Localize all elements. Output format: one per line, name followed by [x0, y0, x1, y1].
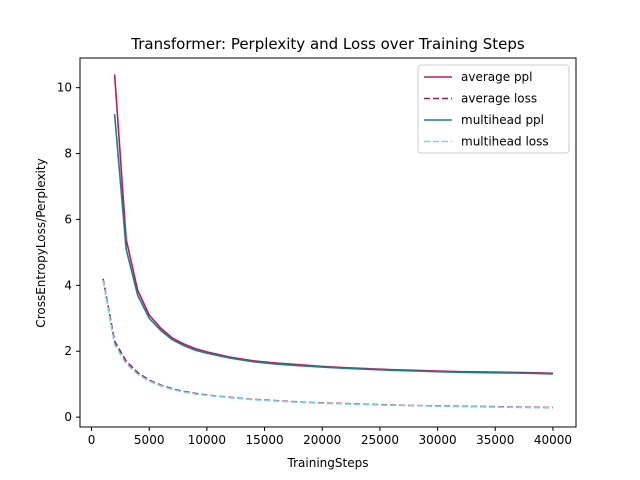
- y-tick-label-4: 8: [64, 147, 72, 161]
- series-line-3: [102, 280, 553, 409]
- plot-frame: [79, 57, 577, 428]
- chart-title: Transformer: Perplexity and Loss over Tr…: [130, 35, 525, 53]
- legend-label-0: average ppl: [461, 70, 533, 84]
- x-tick-label-2: 10000: [188, 433, 226, 447]
- y-tick-label-5: 10: [57, 81, 72, 95]
- x-tick-label-5: 25000: [361, 433, 399, 447]
- x-tick-label-1: 5000: [134, 433, 165, 447]
- legend-box: [417, 64, 570, 154]
- plot-area: 0 5000 10000 15000 20000 25000 30000 35000 40000…: [57, 57, 577, 447]
- x-tick-label-4: 20000: [303, 433, 341, 447]
- legend-label-2: multihead ppl: [461, 113, 544, 127]
- x-tick-label-6: 30000: [418, 433, 456, 447]
- x-tick-label-8: 40000: [534, 433, 572, 447]
- legend-label-1: average loss: [461, 92, 537, 106]
- series-line-2: [113, 113, 553, 375]
- legend-label-3: multihead loss: [461, 135, 549, 149]
- x-tick-label-3: 15000: [245, 433, 283, 447]
- x-axis-label: TrainingSteps: [287, 456, 369, 470]
- legend: average ppl average loss multihead ppl mult…: [417, 64, 570, 154]
- y-tick-label-3: 6: [64, 212, 72, 226]
- x-tick-label-7: 35000: [476, 433, 514, 447]
- y-tick-label-0: 0: [64, 410, 72, 424]
- y-tick-label-1: 2: [64, 344, 72, 358]
- y-axis-label: CrossEntropyLoss/Perplexity: [34, 158, 48, 327]
- y-tick-label-2: 4: [64, 278, 72, 292]
- x-tick-label-0: 0: [88, 433, 96, 447]
